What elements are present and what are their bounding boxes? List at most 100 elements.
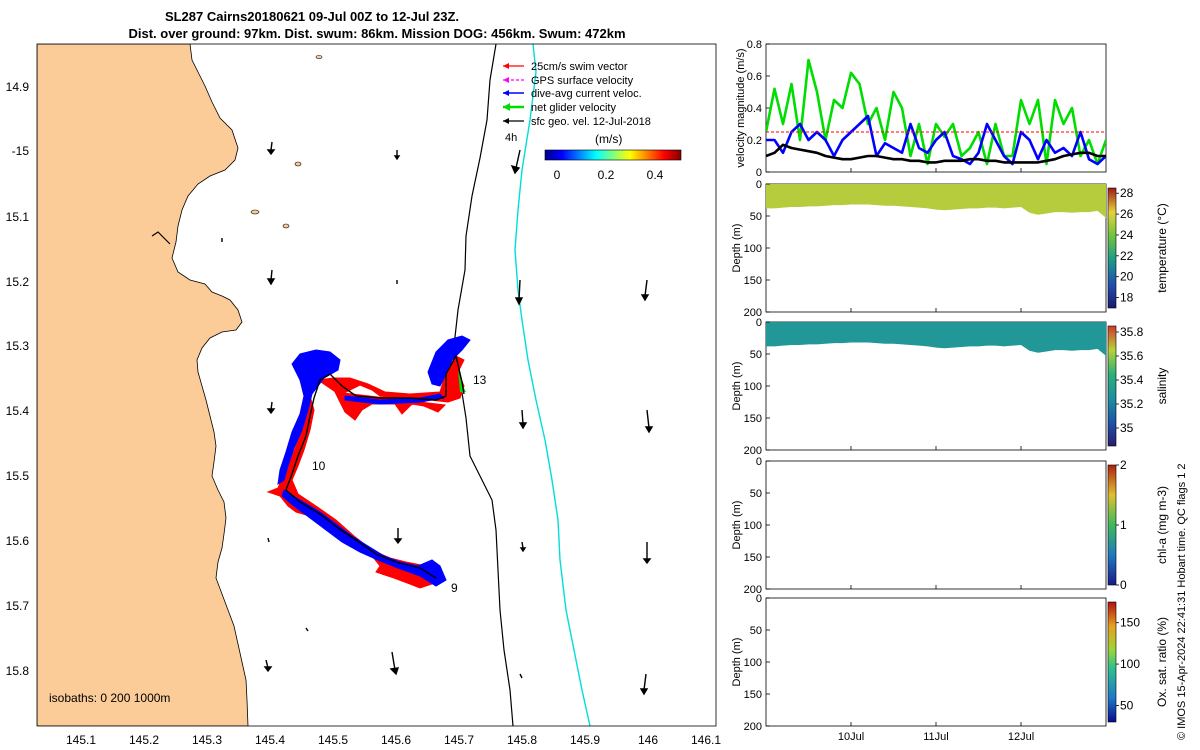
legend-arrow-icon (503, 77, 509, 83)
profile-colorbar (1107, 187, 1117, 309)
map-panel: 13 10 9 isobaths: 0 200 1000m 145.1 145.… (6, 43, 721, 747)
colorbar-tick-label: 35.8 (1120, 325, 1144, 339)
profile-ylabel: Depth (m) (731, 224, 743, 273)
profile-ytick-label: 100 (744, 657, 762, 669)
date-tick: 10Jul (838, 731, 864, 743)
date-ticks: 10Jul 11Jul 12Jul (838, 731, 1034, 743)
colorbar-label: temperature (°C) (1155, 203, 1169, 293)
profile-panel-oxygen: 0 50 100 150 200 Depth (m) 50 100 150 Ox. sat. ra… (731, 593, 1169, 733)
map-ytick: 14.9 (6, 80, 30, 94)
profile-ytick-label: 50 (750, 349, 762, 361)
velocity-ylabel: velocity magnitude (m/s) (735, 48, 747, 167)
profile-ylabel: Depth (m) (731, 638, 743, 687)
profile-ytick-label: 50 (750, 625, 762, 637)
colorbar-units: (m/s) (595, 132, 622, 146)
isobaths-label: isobaths: 0 200 1000m (49, 691, 170, 705)
profile-ytick-label: 50 (750, 211, 762, 223)
map-ytick: 15.4 (6, 404, 30, 418)
colorbar-tick-label: 0 (1120, 578, 1127, 592)
map-x-ticks: 145.1 145.2 145.3 145.4 145.5 145.6 145.… (66, 733, 721, 747)
profile-panel-temperature: 0 50 100 150 200 Depth (m) 18 20 22 24 26 28 tempera… (731, 179, 1169, 319)
profile-ytick-label: 0 (756, 317, 762, 329)
profile-colorbar (1107, 601, 1117, 723)
profile-ytick-label: 200 (744, 445, 762, 457)
profile-ytick-label: 0 (756, 456, 762, 468)
velocity-ytick-label: 0.2 (747, 135, 762, 147)
legend-item-dac: dive-avg current veloc. (531, 88, 642, 100)
profile-ytick-label: 100 (744, 243, 762, 255)
colorbar-label: chl-a (mg m-3) (1155, 486, 1169, 564)
map-xtick: 146 (638, 733, 658, 747)
profile-ytick-label: 200 (744, 584, 762, 596)
map-xtick: 145.5 (318, 733, 348, 747)
colorbar-tick-label: 20 (1120, 270, 1134, 284)
sfc-geo-arrows (221, 141, 654, 696)
legend-item-geo: sfc geo. vel. 12-Jul-2018 (531, 116, 651, 128)
colorbar-label: Ox. sat. ratio (%) (1155, 617, 1169, 707)
colorbar-tick-label: 50 (1120, 698, 1134, 712)
colorbar-tick-label: 1 (1120, 518, 1127, 532)
colorbar-tick: 0.4 (647, 168, 664, 182)
colorbar-tick: 0.2 (598, 168, 615, 182)
map-frame (36, 43, 717, 727)
map-xtick: 145.2 (129, 733, 159, 747)
map-ytick: 15.1 (6, 210, 30, 224)
map-xtick: 146.1 (691, 733, 721, 747)
profile-panel-chlorophyll: 0 50 100 150 200 Depth (m) 0 1 2 chl-a (mg m-3) (731, 456, 1169, 596)
day-label-13: 13 (473, 373, 487, 387)
map-xtick: 145.9 (570, 733, 600, 747)
legend-item-gps: GPS surface velocity (531, 75, 634, 87)
profile-data-area (766, 322, 1106, 356)
profile-ytick-label: 150 (744, 689, 762, 701)
velocity-series-line (766, 143, 1106, 164)
legend-4h-label: 4h (505, 132, 517, 144)
map-xtick: 145.3 (192, 733, 222, 747)
map-ytick: 15.2 (6, 275, 30, 289)
colorbar-tick-label: 35.6 (1120, 349, 1144, 363)
map-xtick: 145.8 (507, 733, 537, 747)
glider-track (285, 354, 465, 579)
imos-credit: © IMOS 15-Apr-2024 22:41:31 Hobart time.… (1176, 463, 1188, 740)
colorbar-tick-label: 35.4 (1120, 373, 1144, 387)
islet (250, 209, 260, 215)
colorbar-tick-label: 24 (1120, 228, 1134, 242)
profile-panel-salinity: 0 50 100 150 200 Depth (m) 35 35.2 35.4 35.6 35.8 s… (731, 317, 1169, 457)
colorbar-label: salinity (1155, 368, 1169, 405)
date-tick: 11Jul (923, 731, 948, 743)
map-ytick: 15.6 (6, 534, 30, 548)
profile-colorbar (1107, 464, 1117, 586)
profile-ytick-label: 150 (744, 552, 762, 564)
profile-ytick-label: 0 (756, 179, 762, 191)
profile-ytick-label: 50 (750, 488, 762, 500)
velocity-ytick-label: 0.6 (747, 71, 762, 83)
reef-outline (151, 231, 171, 245)
isobath-1000m (514, 44, 591, 726)
isobath-200m (453, 44, 514, 726)
velocity-ytick-label: 0 (756, 167, 762, 179)
profile-ylabel: Depth (m) (731, 501, 743, 550)
profile-ytick-label: 0 (756, 593, 762, 605)
day-label-9: 9 (451, 581, 458, 595)
map-ytick: 15.7 (6, 599, 30, 613)
map-y-ticks: 14.9 -15 15.1 15.2 15.3 15.4 15.5 15.6 1… (6, 80, 30, 678)
map-xtick: 145.4 (255, 733, 285, 747)
velocity-series-line (766, 114, 1106, 166)
map-ytick: 15.8 (6, 664, 30, 678)
islet (315, 55, 323, 59)
day-label-10: 10 (312, 459, 326, 473)
profile-frame (765, 460, 1107, 590)
legend-arrow-icon (503, 103, 510, 111)
map-xtick: 145.6 (381, 733, 411, 747)
profile-data-area (766, 184, 1106, 218)
dive-avg-current (277, 335, 471, 587)
legend-arrow-icon (503, 90, 509, 96)
legend-item-net: net glider velocity (531, 102, 616, 114)
profile-ytick-label: 150 (744, 413, 762, 425)
profile-ytick-label: 200 (744, 307, 762, 319)
profile-colorbar (1107, 325, 1117, 447)
colorbar-tick-label: 2 (1120, 458, 1127, 472)
velocity-ytick-label: 0.4 (747, 103, 762, 115)
colorbar-tick-label: 100 (1120, 657, 1140, 671)
colorbar-tick: 0 (554, 168, 561, 182)
